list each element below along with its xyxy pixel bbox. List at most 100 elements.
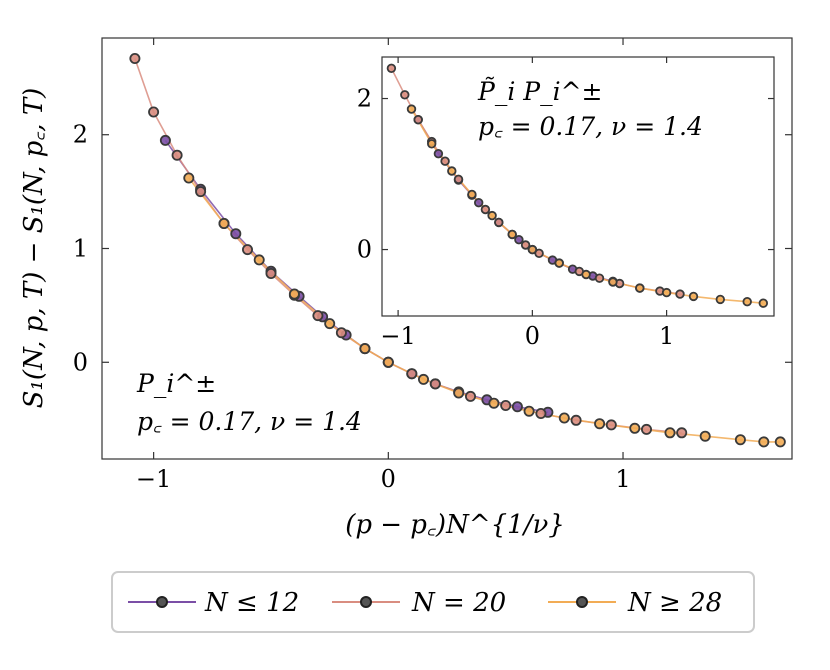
inset-point-n-eq-20 [413,114,423,125]
inset-point-n-eq-20 [520,240,531,250]
main-y-tick-label: 2 [73,121,88,149]
main-point-n-le-12 [230,228,242,240]
main-point-n-ge-28 [218,217,230,229]
inset-point-n-ge-28 [487,210,497,221]
main-point-n-ge-28 [324,318,336,330]
inset-point-n-ge-28 [406,104,417,114]
inset-point-n-eq-20 [440,156,450,166]
main-y-tick-label: 1 [73,235,88,263]
inset-point-n-eq-20 [386,63,397,73]
inset-point-n-ge-28 [527,244,538,255]
main-point-n-eq-20 [535,407,547,419]
inset-y-tick-label: 2 [357,85,372,113]
main-point-n-eq-20 [406,368,418,380]
inset-point-n-le-12 [514,234,524,245]
main-point-n-eq-20 [265,267,277,279]
main-point-n-eq-20 [312,310,324,322]
legend-marker-n-le-12 [156,596,168,608]
main-point-n-ge-28 [253,254,265,266]
inset-x-tick-label: 1 [659,322,674,350]
legend-frame [111,571,755,633]
main-point-n-ge-28 [453,387,465,399]
main-x-tick-label: −1 [136,465,171,493]
main-point-n-ge-28 [558,412,570,424]
main-x-tick-label: 1 [615,465,630,493]
inset-x-tick-label: 0 [525,322,540,350]
inset-plot-panel: −1 0 1 0 2 P̃_i P_i^± p꜀ = 0.17, ν = 1.4 [357,56,775,350]
main-point-n-le-12 [511,401,523,413]
main-point-n-eq-20 [195,186,207,198]
inset-point-n-ge-28 [427,139,437,149]
legend-item-n-le-12: N ≤ 12 [128,588,299,618]
inset-y-tick-label: 0 [357,236,372,264]
main-point-n-eq-20 [129,53,141,65]
legend-marker-n-eq-20 [360,596,372,608]
main-x-axis-title: (p − p꜀)N^{1/ν} [345,510,565,540]
inset-point-n-le-12 [474,197,484,208]
main-point-n-eq-20 [171,149,183,161]
main-point-n-eq-20 [605,419,617,431]
inset-point-n-ge-28 [447,166,457,176]
inset-point-n-ge-28 [554,258,564,268]
legend-label-n-le-12: N ≤ 12 [204,588,299,618]
inset-point-n-ge-28 [608,277,618,287]
main-point-n-ge-28 [382,356,394,368]
main-point-n-ge-28 [734,434,746,446]
main-point-n-eq-20 [570,414,582,426]
inset-point-n-eq-20 [534,248,544,258]
inset-annotation-operator: P̃_i P_i^± [477,77,602,106]
main-point-n-ge-28 [488,397,500,409]
main-point-n-ge-28 [699,430,711,442]
inset-point-n-ge-28 [758,298,768,308]
main-point-n-eq-20 [148,106,160,118]
main-y-axis-title: S₁(N, p, T) − S₁(N, p꜀, T) [19,88,49,409]
main-point-n-eq-20 [500,399,512,411]
legend-marker-n-ge-28 [576,596,588,608]
main-annotation-params: p꜀ = 0.17, ν = 1.4 [137,407,362,436]
main-y-tick-label: 0 [73,348,88,376]
inset-annotation-params: p꜀ = 0.17, ν = 1.4 [478,112,703,141]
inset-point-n-ge-28 [715,294,725,305]
main-x-tick-label: 0 [381,465,396,493]
main-point-n-eq-20 [464,390,476,402]
main-point-n-ge-28 [758,436,770,448]
legend-label-n-ge-28: N ≥ 28 [627,588,722,618]
inset-point-n-eq-20 [480,204,491,215]
main-point-n-ge-28 [629,422,641,434]
inset-point-n-eq-20 [594,273,605,283]
legend-item-n-eq-20: N = 20 [332,588,506,618]
legend-label-n-eq-20: N = 20 [411,588,506,618]
inset-point-n-eq-20 [494,217,504,228]
main-point-n-eq-20 [335,327,347,339]
main-point-n-ge-28 [183,172,195,184]
main-point-n-ge-28 [523,405,535,417]
main-plot-panel: −1 0 1 0 1 2 S₁(N, p, T) − S₁(N, p꜀, T) (p − … [19,37,793,540]
main-point-n-ge-28 [417,373,429,385]
main-point-n-ge-28 [664,427,676,439]
inset-point-n-eq-20 [453,174,464,184]
inset-plot-frame [381,56,775,317]
main-point-n-ge-28 [594,418,606,430]
legend: N ≤ 12 N = 20 N ≥ 28 [111,571,755,633]
main-point-n-eq-20 [641,423,653,435]
main-point-n-le-12 [159,134,171,146]
inset-point-n-ge-28 [467,189,477,200]
inset-point-n-eq-20 [400,90,410,100]
inset-point-n-le-12 [433,148,444,159]
main-point-n-eq-20 [676,427,688,439]
main-point-n-eq-20 [241,244,253,256]
inset-point-n-ge-28 [688,291,699,302]
main-point-n-eq-20 [429,378,441,390]
inset-point-n-ge-28 [581,269,591,280]
inset-point-n-eq-20 [675,289,685,299]
main-point-n-ge-28 [774,436,786,448]
legend-item-n-ge-28: N ≥ 28 [548,588,722,618]
inset-point-n-ge-28 [742,297,752,307]
inset-x-tick-label: −1 [380,322,415,350]
main-point-n-ge-28 [359,343,371,355]
inset-point-n-ge-28 [661,287,672,298]
main-annotation-operator: P_i^± [136,369,216,398]
inset-point-n-ge-28 [507,229,517,240]
inset-point-n-ge-28 [635,283,645,293]
